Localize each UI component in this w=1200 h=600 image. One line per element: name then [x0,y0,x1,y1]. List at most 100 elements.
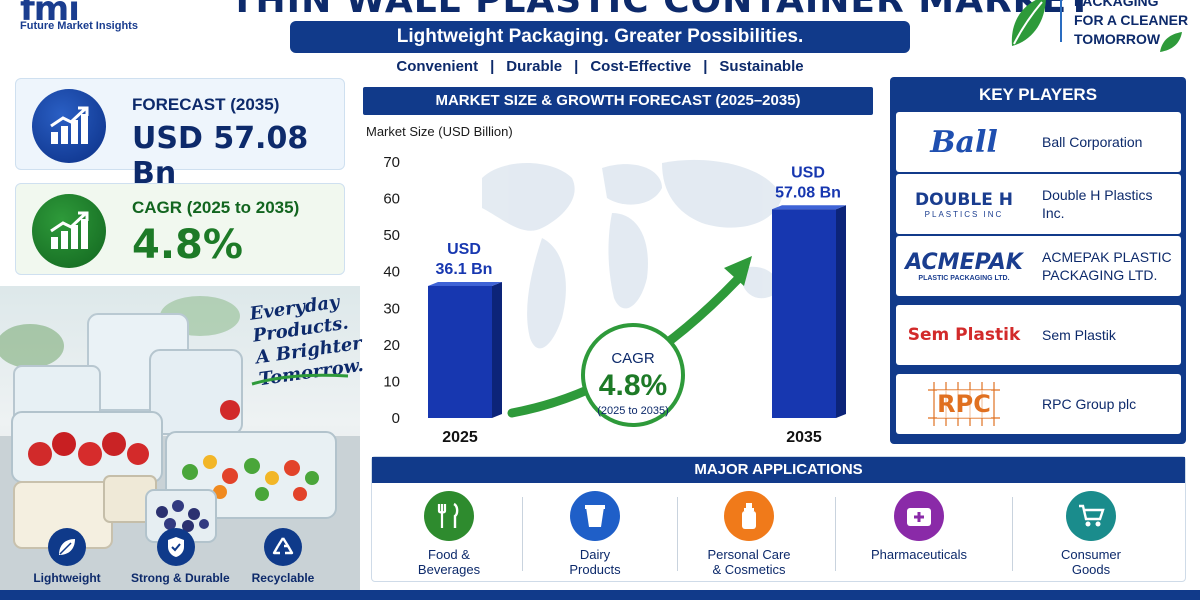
acmepak-logo-text: ACMEPAK [905,250,1023,275]
app-label: Personal Care & Cosmetics [674,547,824,577]
medical-cross-icon [894,491,944,541]
y-tick-label: 30 [383,300,400,317]
shopping-cart-icon [1066,491,1116,541]
market-size-chart: Market Size (USD Billion) 0 10 20 30 40 50 60 7… [366,124,846,446]
x-tick-label: 2025 [442,429,478,446]
bar-2025 [428,285,492,418]
tag-separator: | [574,58,579,75]
app-label-line: Goods [1071,562,1111,577]
app-label-line: Pharmaceuticals [870,547,968,562]
feature-lightweight: Lightweight [22,528,112,585]
sem-plastik-logo: Sem Plastik [902,311,1026,359]
x-ticks: 2025 2035 [442,429,822,446]
chart-header: MARKET SIZE & GROWTH FORECAST (2025–2035… [363,87,873,115]
lotion-bottle-icon [724,491,774,541]
cagr-value: 4.8% [132,222,243,268]
key-players-title: KEY PLAYERS [978,85,1098,104]
bar-value-label: 36.1 Bn [436,261,493,278]
feature-strong-durable: Strong & Durable [131,528,230,585]
bars [428,205,846,418]
app-label-line: Food & [428,547,470,562]
bar-top [428,281,502,286]
x-tick-label: 2035 [786,429,822,446]
ball-logo-text: Ball [930,124,998,160]
cagr-card: CAGR (2025 to 2035) 4.8% [15,183,345,275]
y-tick-label: 10 [383,373,400,390]
ball-logo: Ball [902,118,1026,166]
bar-chart-growth-icon [32,89,106,163]
subtitle-banner: Lightweight Packaging. Greater Possibili… [290,21,910,53]
tag-convenient: Convenient [396,58,479,75]
acmepak-logo: ACMEPAK PLASTIC PACKAGING LTD. [902,242,1026,290]
y-tick-label: 60 [383,191,400,208]
feature-label: Recyclable [251,571,315,585]
tagline-box: PACKAGING FOR A CLEANER TOMORROW [1000,0,1200,64]
forecast-card: FORECAST (2035) USD 57.08 Bn [15,78,345,191]
cagr-label: CAGR (2025 to 2035) [132,198,300,217]
key-players-panel: KEY PLAYERS Ball Ball Corporation DOUBLE… [890,77,1186,444]
major-applications-panel: MAJOR APPLICATIONS Food & Beverages Dair… [371,456,1186,582]
feature-label: Lightweight [33,571,101,585]
double-h-logo-sub: PLASTICS INC [924,209,1004,219]
y-tick-label: 50 [383,227,400,244]
player-double-h: DOUBLE H PLASTICS INC Double H Plastics … [896,174,1181,234]
bar-value-label: 57.08 Bn [775,184,841,201]
bar-labels: USD 36.1 Bn USD 57.08 Bn [436,164,841,278]
double-h-logo-text: DOUBLE H [915,189,1013,210]
tag-separator: | [703,58,708,75]
slogan-swoosh [251,373,349,386]
y-tick-label: 20 [383,337,400,354]
y-tick-label: 0 [392,410,400,427]
divider [522,497,523,571]
app-dairy-products: Dairy Products [520,491,670,577]
player-acmepak: ACMEPAK PLASTIC PACKAGING LTD. ACMEPAK P… [896,236,1181,296]
divider [835,497,836,571]
feature-recyclable: Recyclable [238,528,328,585]
cagr-badge [581,323,685,427]
app-label-line: & Cosmetics [712,562,786,577]
acmepak-logo-sub: PLASTIC PACKAGING LTD. [918,275,1010,282]
cup-icon [570,491,620,541]
leaf-icon [1011,0,1046,46]
player-name: ACMEPAK PLASTIC PACKAGING LTD. [1042,249,1172,283]
bar-2035 [772,209,836,418]
logo-text: Future Market Insights [20,20,138,32]
app-label-line: Consumer [1061,547,1121,562]
leaf-icon [48,528,86,566]
tagline-text: PACKAGING FOR A CLEANER TOMORROW [1074,0,1188,49]
feature-label: Strong & Durable [131,571,230,585]
app-label-line: Beverages [417,562,481,577]
app-label: Dairy Products [520,547,670,577]
fmi-logo: fmi Future Market Insights [20,0,160,40]
app-label-line: Personal Care [707,547,791,562]
footer-bar [0,590,1200,600]
tagline-line: PACKAGING [1074,0,1159,9]
cagr-badge-period: (2025 to 2035) [597,405,669,417]
logo-mark: fmi [20,0,80,29]
growth-arrowhead [724,256,752,286]
tag-sustainable: Sustainable [719,58,804,75]
feature-tags: Convenient | Durable | Cost-Effective | … [340,58,860,75]
y-tick-label: 70 [383,154,400,171]
player-name: Ball Corporation [1042,134,1143,150]
app-label: Food & Beverages [374,547,524,577]
app-personal-care: Personal Care & Cosmetics [674,491,824,577]
tag-cost-effective: Cost-Effective [590,58,692,75]
tag-durable: Durable [506,58,563,75]
app-label-line: Products [569,562,621,577]
sem-plastik-logo-text: Sem Plastik [907,325,1021,345]
tagline-line: FOR A CLEANER [1074,12,1189,28]
player-name: Sem Plastik [1042,327,1116,343]
app-label: Consumer Goods [1016,547,1166,577]
tagline-divider [1060,0,1062,42]
player-sem-plastik: Sem Plastik Sem Plastik [896,305,1181,365]
y-axis-label: Market Size (USD Billion) [366,124,513,139]
double-h-logo: DOUBLE H PLASTICS INC [902,180,1026,228]
fork-knife-icon [424,491,474,541]
cagr-badge-value: 4.8% [599,369,667,402]
divider [1012,497,1013,571]
y-tick-label: 40 [383,264,400,281]
bar-value-label: USD [791,164,825,181]
bar-chart-growth-icon [32,194,106,268]
player-ball: Ball Ball Corporation [896,112,1181,172]
